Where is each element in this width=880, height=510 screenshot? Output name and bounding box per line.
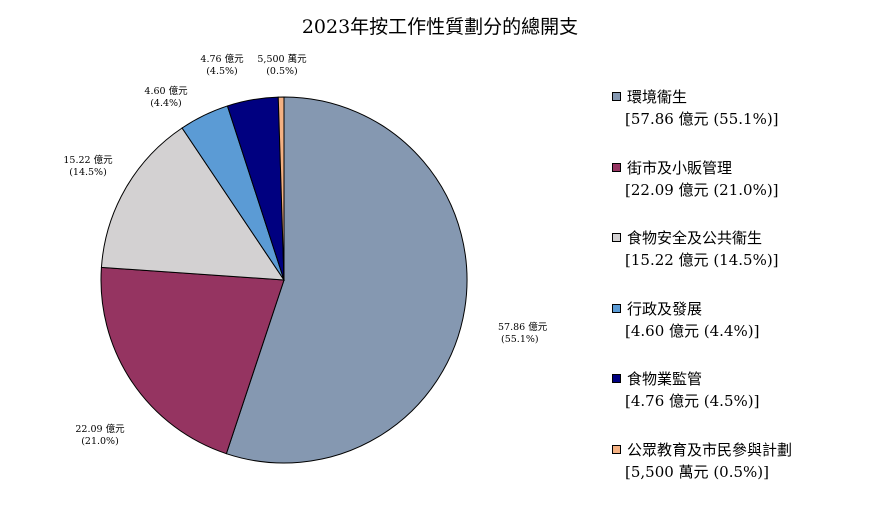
legend-label: 公眾教育及市民參與計劃 [627,440,793,459]
legend-value: [22.09 億元 (21.0%)] [625,180,779,199]
slice-percent-label: (4.4%) [150,98,182,109]
legend-value: [15.22 億元 (14.5%)] [625,251,779,269]
legend-swatch [612,374,621,383]
legend-swatch [612,444,621,454]
legend-label: 環境衞生 [627,88,688,106]
legend-value: [4.76 億元 (4.5%)] [625,392,760,410]
slice-value-label: 57.86 億元 [498,321,548,333]
legend-label: 食物安全及公共衞生 [627,229,763,247]
legend-value: [57.86 億元 (55.1%)] [625,110,779,128]
legend-swatch [612,162,621,172]
pie-slice [100,127,285,281]
pie-slice [100,266,285,455]
slice-value-label: 15.22 億元 [63,154,113,166]
chart-title: 2023年按工作性質劃分的總開支 [301,16,579,38]
legend-value: [4.60 億元 (4.4%)] [625,321,760,340]
slice-percent-label: (4.5%) [206,66,238,77]
pie-slice [225,96,468,464]
legend-swatch [612,233,621,242]
slice-value-label: 4.76 億元 [200,53,244,65]
legend-value: [5,500 萬元 (0.5%)] [625,462,769,481]
pie-slice [277,96,285,281]
slice-percent-label: (14.5%) [69,167,107,178]
slice-value-label: 4.60 億元 [144,85,188,97]
slice-percent-label: (0.5%) [266,66,298,77]
pie-slices [100,96,468,464]
slice-percent-label: (21.0%) [81,436,119,447]
pie-data-labels: 57.86 億元(55.1%) 22.09 億元(21.0%) 15.22 億元(1… [63,53,547,447]
legend-label: 街市及小販管理 [627,158,733,177]
slice-value-label: 22.09 億元 [75,423,125,435]
legend-label: 行政及發展 [627,299,703,318]
legend-swatch [612,92,621,101]
slice-value-label: 5,500 萬元 [257,53,307,65]
legend-label: 食物業監管 [627,370,703,388]
legend-swatch [612,303,621,313]
slice-percent-label: (55.1%) [501,334,539,345]
